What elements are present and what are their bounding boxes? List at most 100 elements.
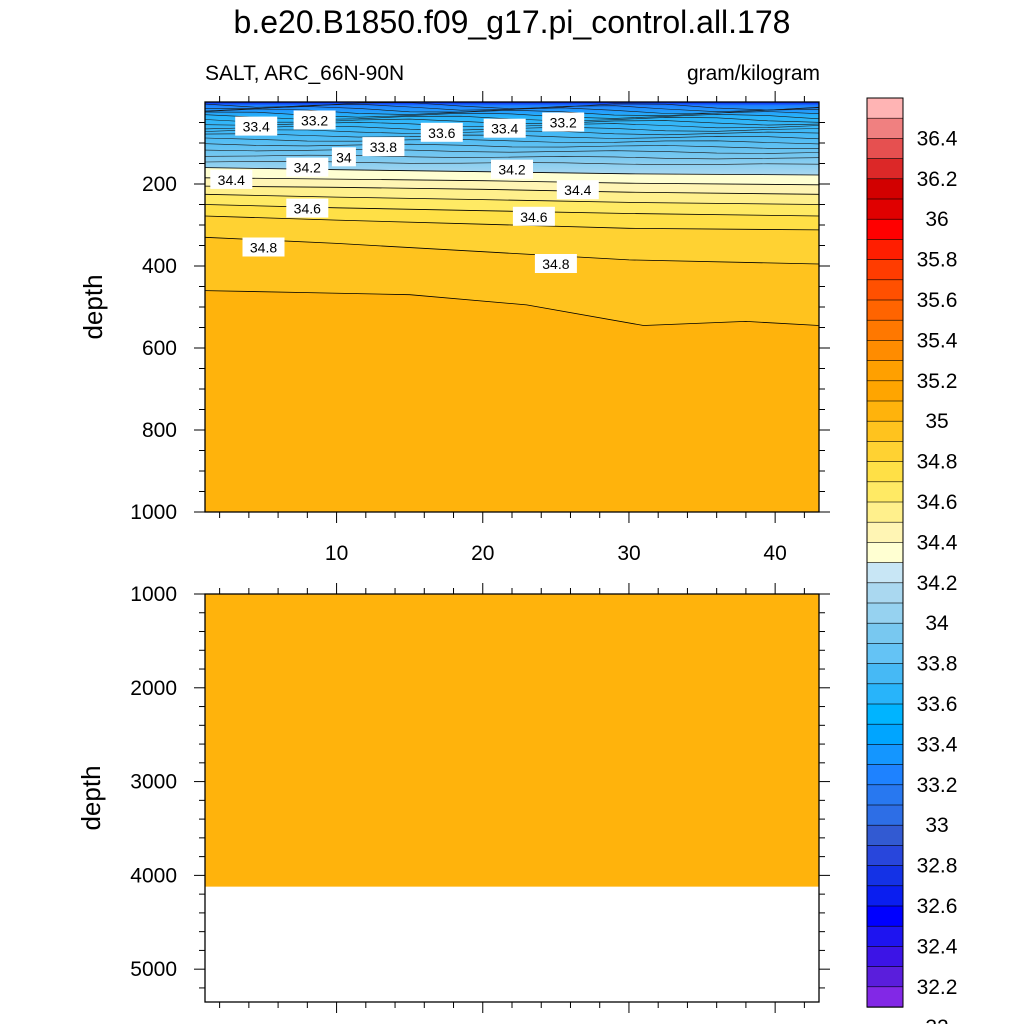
colorbar-label: 33.8 [917, 653, 958, 676]
colorbar-swatch [866, 824, 904, 847]
contour-label-box [331, 147, 356, 167]
contour-label-box [242, 237, 285, 257]
contour-band-34.5 [205, 194, 819, 216]
units-subtitle: gram/kilogram [686, 62, 820, 85]
lower-filled-region [205, 594, 819, 887]
colorbar-label: 36.4 [917, 127, 958, 150]
colorbar-label: 32.8 [917, 855, 958, 878]
colorbar-label: 36 [925, 208, 948, 231]
colorbar-label: 33.4 [917, 733, 958, 756]
colorbar-swatch [866, 319, 904, 342]
contour-band-34.6 [205, 204, 819, 230]
upper-x-axis: 10 20 30 40 [219, 91, 805, 565]
colorbar-swatch [866, 683, 904, 705]
upper-contour-labels: 33.4 33.2 33.8 34 33.6 33.4 33.2 34.2 34.2 34.4 34… [210, 110, 599, 273]
colorbar-swatch [866, 259, 904, 281]
colorbar-swatch [866, 764, 904, 786]
colorbar-label: 34.6 [917, 491, 958, 514]
contour-line-34.9 [204, 290, 820, 326]
colorbar-swatch [866, 501, 904, 523]
contour-band-34.3 [205, 177, 819, 195]
contour-label: 34.6 [520, 209, 547, 225]
contour-band-34.7 [205, 216, 819, 264]
colorbar-label: 35.4 [917, 329, 958, 352]
contour-label: 34.6 [294, 201, 321, 217]
colorbar-label: 35.6 [917, 289, 958, 312]
colorbar-label: 34 [925, 612, 949, 635]
contour-band-34.9 [205, 290, 819, 512]
contour-label: 34.8 [542, 256, 569, 272]
y-tick-label: 4000 [130, 864, 177, 887]
contour-line-34.4 [204, 185, 820, 195]
colorbar-swatch [866, 925, 904, 948]
colorbar-swatch [866, 138, 904, 160]
y-tick-label: 2000 [130, 677, 177, 700]
colorbar-swatch [866, 885, 904, 907]
colorbar-swatch [866, 441, 904, 463]
colorbar-label: 32 [925, 1016, 948, 1024]
surface-isoline [204, 143, 819, 149]
contour-line-34.7 [204, 215, 820, 231]
surface-isoline [204, 108, 820, 117]
contour-label-box [512, 206, 555, 226]
contour-label: 33.2 [550, 115, 577, 131]
colorbar-swatch [866, 643, 904, 665]
colorbar-label: 36.2 [917, 168, 958, 191]
colorbar-swatch [866, 723, 904, 746]
x-tick-label: 40 [763, 542, 786, 565]
contour-label-box [210, 169, 253, 189]
colorbar-swatch [866, 966, 904, 988]
colorbar-swatch [866, 158, 904, 180]
variable-subtitle: SALT, ARC_66N-90N [205, 62, 405, 85]
contour-line-34.5 [204, 193, 820, 205]
contour-label: 33.8 [370, 139, 397, 155]
colorbar-label: 32.2 [917, 976, 958, 999]
colorbar-swatch [866, 178, 904, 200]
colorbar-swatch [866, 340, 904, 362]
contour-label: 34.8 [250, 240, 277, 256]
contour-label-box [362, 137, 405, 157]
y-tick-label: 400 [142, 255, 177, 278]
colorbar-swatch [866, 946, 904, 968]
colorbar-swatch [866, 845, 904, 867]
colorbar-swatch [866, 562, 904, 584]
colorbar-swatch [866, 239, 904, 261]
colorbar-label: 32.6 [917, 895, 958, 918]
surface-isoline [204, 149, 820, 154]
contour-label-box [235, 116, 278, 136]
lower-x-axis [219, 583, 805, 1013]
contour-label: 34.4 [218, 172, 245, 188]
contour-label-box [293, 110, 336, 130]
colorbar-swatch [866, 703, 904, 725]
contour-label-box [483, 118, 526, 138]
colorbar-label: 34.8 [917, 451, 958, 474]
contour-label: 33.4 [491, 121, 518, 137]
lower-y-axis: 1000 2000 3000 4000 5000 [130, 583, 830, 989]
contour-label: 34.2 [294, 160, 321, 176]
contour-label: 33.4 [243, 119, 270, 135]
colorbar-swatch [866, 542, 904, 564]
contour-line-34.8 [204, 236, 820, 265]
contour-label-box [534, 254, 577, 273]
colorbar-label: 33 [925, 814, 948, 837]
colorbar-swatch [866, 622, 904, 645]
contour-band-34.8 [205, 237, 819, 326]
colorbar-label: 34.4 [917, 531, 958, 554]
colorbar-label: 35.2 [917, 370, 958, 393]
contour-label: 34 [336, 149, 352, 165]
surface-isoline [204, 154, 820, 160]
colorbar-swatch [866, 744, 904, 766]
contour-label-box [491, 159, 533, 179]
colorbar-swatch [866, 602, 904, 624]
colorbar-swatch [866, 380, 904, 402]
colorbar-swatch [866, 784, 904, 806]
colorbar-label: 33.6 [917, 693, 958, 716]
colorbar-swatch [866, 865, 904, 887]
y-tick-label: 3000 [130, 771, 177, 794]
colorbar-label: 34.2 [917, 572, 958, 595]
contour-label: 34.4 [564, 182, 591, 198]
y-tick-label: 800 [142, 419, 177, 442]
contour-label-box [542, 112, 585, 132]
